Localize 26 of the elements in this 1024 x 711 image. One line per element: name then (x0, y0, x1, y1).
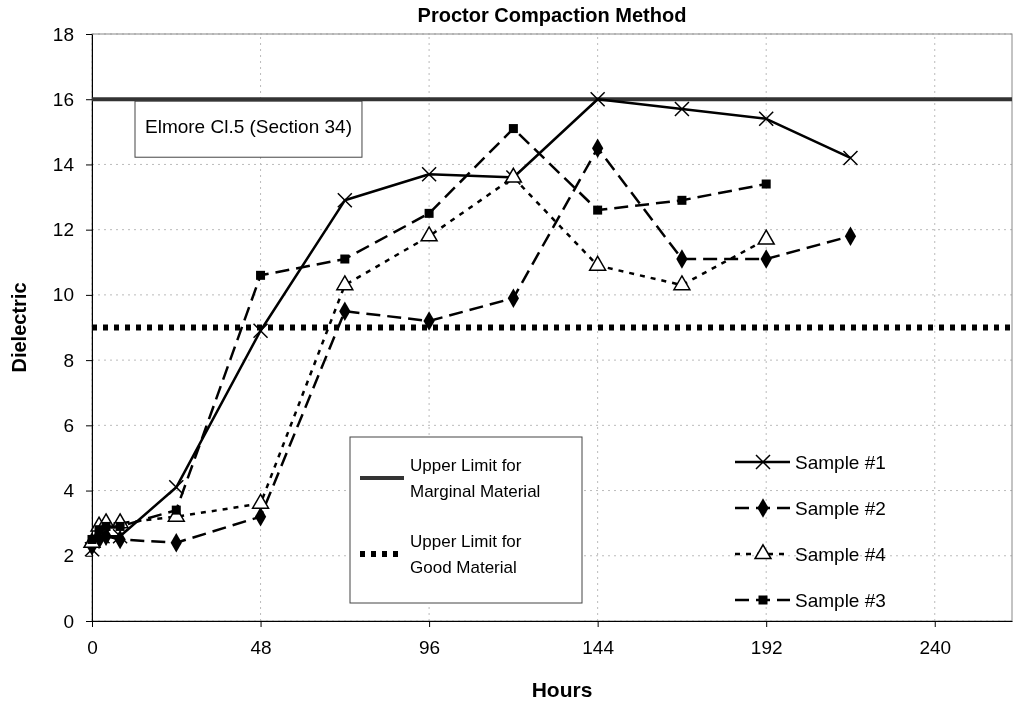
y-tick-label: 6 (63, 414, 74, 436)
legend-label: Upper Limit for Marginal Material (410, 456, 541, 501)
y-tick-label: 10 (52, 284, 74, 306)
legend-label: Sample #4 (795, 544, 887, 565)
y-axis-title: Dielectric (8, 282, 30, 373)
y-tick-label: 18 (52, 23, 74, 45)
y-tick-label: 8 (63, 349, 74, 371)
x-tick-label: 192 (750, 637, 783, 659)
legend-label: Upper Limit for Good Material (410, 532, 522, 577)
y-tick-label: 14 (52, 154, 75, 176)
annotation: Elmore Cl.5 (Section 34) (145, 116, 352, 138)
y-tick-label: 4 (63, 480, 75, 502)
y-tick-label: 0 (63, 610, 74, 632)
legend-label: Sample #2 (795, 498, 886, 519)
y-tick-label: 2 (63, 545, 74, 567)
x-axis-title: Hours (531, 678, 593, 701)
y-tick-label: 16 (52, 88, 74, 110)
legend-label: Sample #3 (795, 590, 886, 611)
x-tick-label: 48 (250, 637, 272, 659)
x-tick-label: 96 (419, 637, 441, 659)
chart-title: Proctor Compaction Method (417, 4, 687, 26)
y-tick-label: 12 (52, 219, 74, 241)
x-tick-label: 240 (919, 637, 952, 659)
x-tick-label: 0 (87, 637, 98, 659)
legend-label: Sample #1 (795, 452, 886, 473)
x-tick-label: 144 (582, 637, 615, 659)
